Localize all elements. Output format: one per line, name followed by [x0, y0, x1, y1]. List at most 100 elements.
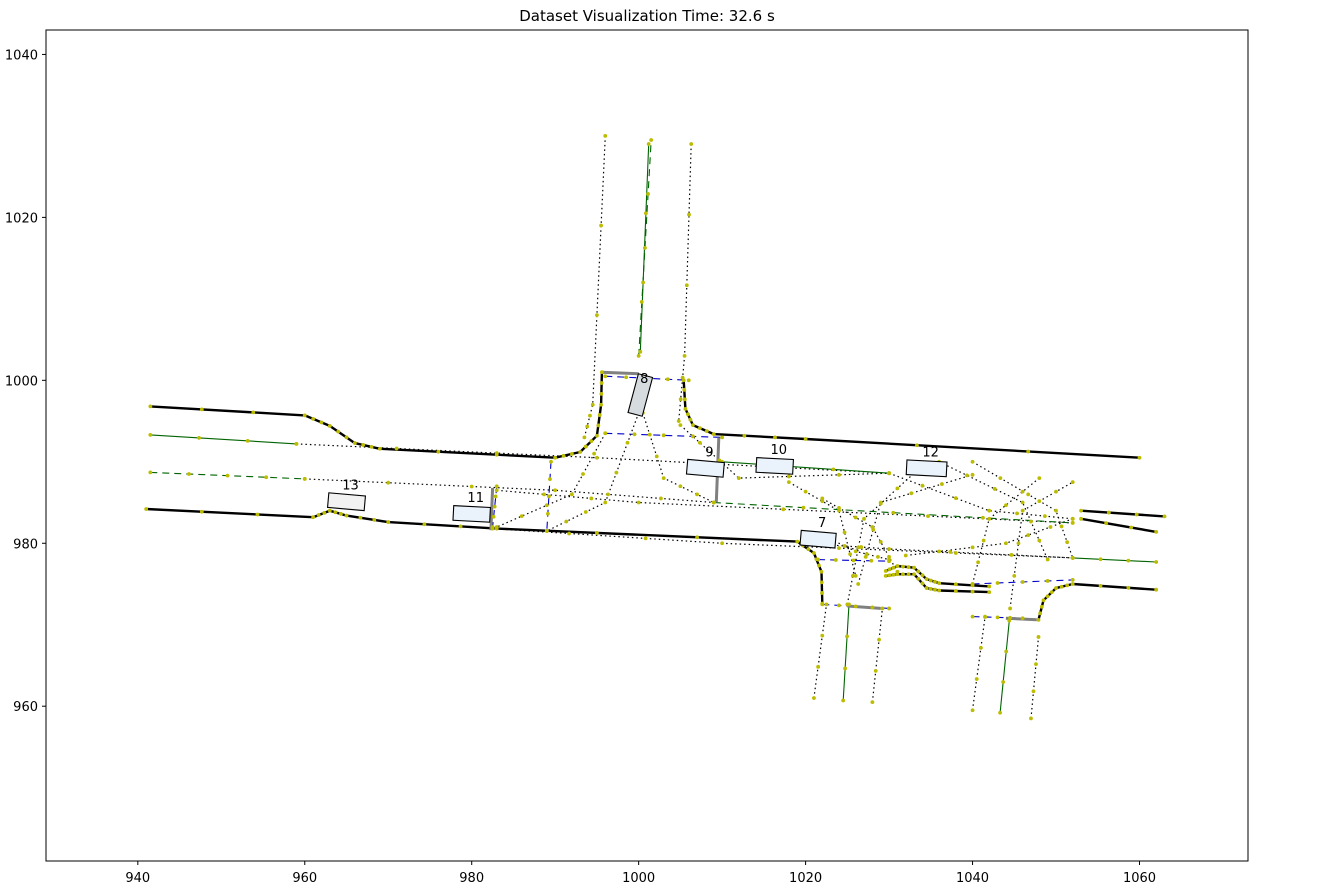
connector-point	[654, 454, 659, 459]
x-tick-label: 1000	[622, 871, 655, 886]
connector-point	[953, 551, 958, 555]
y-tick-label: 1020	[5, 211, 38, 226]
road-edge-point	[937, 581, 942, 586]
connector-point	[544, 503, 549, 508]
connector-point	[926, 514, 930, 519]
road-edge	[682, 380, 1140, 459]
connector-point	[1026, 533, 1031, 538]
road-edge-point	[311, 515, 316, 520]
road-edge-point	[583, 444, 588, 449]
lane-point	[1154, 560, 1159, 564]
connector-point	[853, 573, 858, 578]
dashed-lane	[605, 432, 723, 438]
connector-point	[820, 499, 825, 504]
dashed-lane-point	[646, 192, 650, 196]
road-edge-point	[1049, 590, 1054, 595]
connector-point	[812, 696, 816, 700]
road-edge-point	[933, 579, 937, 584]
lane-point	[641, 280, 646, 285]
connector-point	[903, 553, 908, 558]
road-edge-point	[1065, 583, 1070, 588]
connector-point	[878, 540, 883, 544]
road-edge-point	[1106, 510, 1111, 515]
dashed-lane-point	[1070, 578, 1075, 582]
road-edge-point	[1038, 611, 1043, 616]
connector-point	[720, 541, 725, 546]
connector-point	[1004, 503, 1008, 508]
connector-point	[1037, 476, 1042, 480]
lane-point	[1007, 618, 1012, 623]
connector-point	[595, 313, 599, 318]
dashed-lane-point	[187, 472, 191, 476]
connector-point	[1020, 508, 1025, 513]
x-tick-label: 960	[292, 871, 317, 886]
dashed-lane-point	[632, 432, 637, 437]
lane-connector	[871, 608, 883, 703]
connector-point	[661, 476, 666, 480]
lane-connector	[888, 472, 1073, 520]
connector-point	[590, 402, 595, 407]
road-edge-point	[319, 420, 324, 425]
vehicle-box	[452, 505, 492, 523]
dashed-lane-point	[995, 581, 1000, 585]
connector-point	[544, 529, 549, 533]
stop-line	[489, 487, 495, 531]
road-edge-point	[920, 581, 925, 586]
dashed-lane-point	[853, 604, 858, 609]
connector-point	[386, 480, 391, 485]
road-edge-point	[1059, 584, 1064, 589]
connector-point	[862, 516, 866, 521]
road-edge-point	[1054, 586, 1058, 590]
vehicle-id-label: 7	[818, 516, 826, 531]
connector-point	[1048, 525, 1053, 529]
connector-point	[1008, 606, 1013, 611]
vehicle-8	[627, 373, 654, 417]
road-edge-point	[820, 591, 824, 595]
connector-point	[711, 500, 716, 505]
connector-point	[887, 557, 891, 562]
lane-point	[197, 435, 201, 440]
road-edge-point	[422, 522, 427, 527]
road-edge-point	[352, 441, 357, 445]
axes: 940 960 980 1000 1020 1040 1060 960 980 1000 1020 1…	[5, 29, 1249, 886]
lane-connector	[813, 604, 828, 699]
road-edge-point	[817, 563, 821, 568]
connector-point	[859, 545, 864, 549]
connector-point	[848, 552, 853, 557]
connector-point	[1015, 511, 1019, 516]
road-edge-point	[688, 417, 693, 422]
connector-point	[1004, 541, 1008, 546]
dashed-lane-point	[148, 470, 153, 475]
connector-point	[1031, 689, 1036, 694]
road-edge-point	[883, 573, 888, 578]
dashed-lane-point	[1008, 615, 1013, 620]
x-tick-label: 1040	[956, 871, 989, 886]
vehicle-13	[326, 492, 367, 512]
road-edge-point	[386, 520, 391, 524]
lane-point	[845, 634, 849, 639]
road-edge-point	[1070, 582, 1075, 586]
dashed-lane-point	[816, 557, 821, 562]
connector-point	[970, 472, 975, 477]
lane-connector	[496, 489, 1073, 524]
road-edge-point	[599, 402, 603, 407]
connector-point	[920, 483, 925, 488]
connector-point	[842, 544, 847, 548]
connector-point	[588, 413, 592, 418]
connector-point	[970, 459, 975, 464]
road-edge-point	[599, 392, 604, 396]
connector-point	[781, 507, 786, 512]
connector-point	[1059, 524, 1064, 529]
connector-point	[895, 569, 900, 574]
lane-connector	[642, 412, 715, 504]
connector-point	[850, 573, 855, 578]
connector-point	[1037, 538, 1042, 543]
road-edge-point	[333, 510, 338, 515]
connector-point	[1054, 489, 1058, 494]
plot-area: 7 8 9 10 11 12 13	[144, 134, 1167, 721]
chart-title: Dataset Visualization Time: 32.6 s	[519, 7, 775, 25]
connector-point	[909, 491, 914, 496]
connector-point	[678, 397, 683, 402]
road-edge-point	[339, 512, 343, 516]
connector-point	[569, 492, 574, 497]
